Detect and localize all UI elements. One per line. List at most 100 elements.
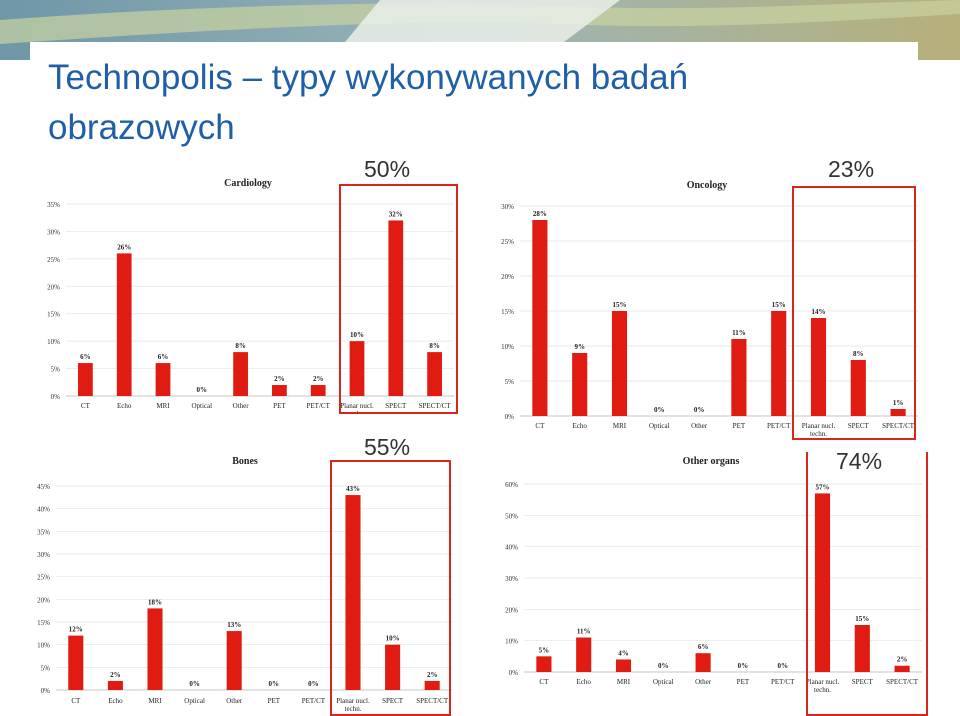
other-organs-data-label: 0% [738,662,749,670]
cardiology-category-label-line: Echo [117,402,132,410]
bones-category-label: Planar nucl. techn. [336,697,370,713]
cardiology-data-label: 32% [389,210,403,218]
other-organs-data-label: 57% [816,483,830,491]
cardiology-category-label-line: Other [233,402,250,410]
bones-data-label: 0% [308,680,319,688]
cardiology-highlight-percent: 50% [364,156,411,182]
other-organs-category-label: Echo [577,678,592,686]
other-organs-y-tick-label: 50% [505,512,518,520]
other-organs-data-label: 0% [777,662,788,670]
bones-category-label-line: SPECT/CT [416,697,449,705]
cardiology-bar [272,385,287,396]
other-organs-y-tick-label: 20% [505,606,518,614]
other-organs-chart-svg: Other organs 0% 10% 20% 30% 40% 50% 60% 5% CT 11% E… [505,456,922,694]
oncology-category-label: SPECT/CT [882,422,915,430]
other-organs-category-label: Other [695,678,712,686]
other-organs-category-label-line: SPECT/CT [886,678,919,686]
cardiology-chart: Cardiology 0% 5% 10% 15% 20% 25% 30% 35% 6% CT 26% E… [36,168,460,414]
oncology-data-label: 1% [893,399,904,407]
cardiology-data-label: 8% [429,342,440,350]
other-organs-y-tick-label: 30% [505,575,518,583]
other-organs-y-tick-label: 60% [505,481,518,489]
other-organs-category-label-line: MRI [617,678,631,686]
oncology-category-label-line: Optical [649,422,670,430]
bones-bar [68,635,84,690]
oncology-category-label-line: Other [691,422,708,430]
cardiology-y-tick-label: 10% [47,338,60,346]
cardiology-category-label-line: CT [81,402,91,410]
cardiology-category-label: PET [273,402,286,410]
cardiology-bar [233,352,248,396]
other-organs-category-label: PET/CT [771,678,795,686]
cardiology-y-tick-label: 20% [47,283,60,291]
oncology-category-label-line: PET [733,422,746,430]
bones-category-label-line: techn. [345,705,362,713]
cardiology-category-label-line: MRI [156,402,170,410]
bones-category-label-line: Optical [184,697,205,705]
oncology-highlight-box [792,186,916,440]
other-organs-category-label: CT [539,678,549,686]
oncology-bar [532,220,548,416]
cardiology-data-label: 2% [313,375,324,383]
other-organs-category-label-line: Planar nucl. [806,678,840,686]
other-organs-category-label-line: PET/CT [771,678,795,686]
oncology-bar [611,311,628,416]
oncology-category-label-line: CT [535,422,545,430]
oncology-data-label: 8% [853,350,864,358]
bones-data-label: 13% [227,621,241,629]
other-organs-data-label: 2% [897,656,908,664]
cardiology-data-label: 0% [197,386,208,394]
oncology-category-label-line: Echo [573,422,588,430]
bones-category-label: SPECT/CT [416,697,449,705]
cardiology-category-label: SPECT/CT [419,402,452,410]
cardiology-bar [388,220,404,396]
oncology-y-tick-label: 10% [501,343,514,351]
cardiology-category-label: Optical [191,402,212,410]
bones-chart-title: Bones [232,456,258,467]
oncology-chart: Oncology 0% 5% 10% 15% 20% 25% 30% 28% CT 9% Echo 15… [490,168,924,440]
other-organs-bar [854,625,870,672]
bones-data-label: 10% [386,635,400,643]
cardiology-y-tick-label: 25% [47,256,60,264]
cardiology-category-label: Echo [117,402,132,410]
oncology-category-label-line: MRI [613,422,627,430]
bones-category-label: SPECT [382,697,404,705]
other-organs-bar [894,665,910,672]
other-organs-category-label-line: Echo [577,678,592,686]
cardiology-category-label: SPECT [385,402,407,410]
other-organs-y-tick-label: 10% [505,638,518,646]
cardiology-y-tick-label: 5% [51,366,61,374]
oncology-category-label-line: SPECT [848,422,870,430]
bones-bar [424,680,440,690]
cardiology-y-tick-label: 30% [47,228,60,236]
cardiology-data-label: 6% [158,353,169,361]
bones-y-tick-label: 10% [37,642,50,650]
oncology-highlight-percent: 23% [828,156,875,182]
other-organs-y-tick-label: 40% [505,544,518,552]
bones-highlight-box [330,460,451,716]
other-organs-data-label: 4% [618,649,629,657]
other-organs-bar [615,659,632,672]
oncology-category-label: CT [535,422,545,430]
cardiology-category-label-line: Planar nucl. [340,402,374,410]
other-organs-bar [536,656,552,672]
cardiology-category-label-line: PET [273,402,286,410]
oncology-y-tick-label: 20% [501,273,514,281]
cardiology-y-tick-label: 35% [47,201,60,209]
bones-chart-svg: Bones 0% 5% 10% 15% 20% 25% 30% 35% 40% 45% 12% CT 2%… [37,456,452,713]
cardiology-bar [116,253,132,396]
cardiology-bar [155,363,171,396]
other-organs-category-label: SPECT/CT [886,678,919,686]
cardiology-category-label-line: SPECT [385,402,407,410]
other-organs-category-label-line: PET [737,678,750,686]
oncology-category-label: Planar nucl. techn. [802,422,836,438]
other-organs-data-label: 6% [698,643,709,651]
oncology-data-label: 14% [812,308,826,316]
bones-chart: Bones 0% 5% 10% 15% 20% 25% 30% 35% 40% 45% 12% CT 2%… [30,446,460,714]
bones-category-label: Other [226,697,243,705]
cardiology-data-label: 26% [117,243,131,251]
oncology-bar [572,353,588,416]
other-organs-category-label-line: techn. [814,686,831,694]
other-organs-bar [695,653,711,672]
other-organs-chart: Other organs 0% 10% 20% 30% 40% 50% 60% 5% CT 11% E… [494,446,928,696]
